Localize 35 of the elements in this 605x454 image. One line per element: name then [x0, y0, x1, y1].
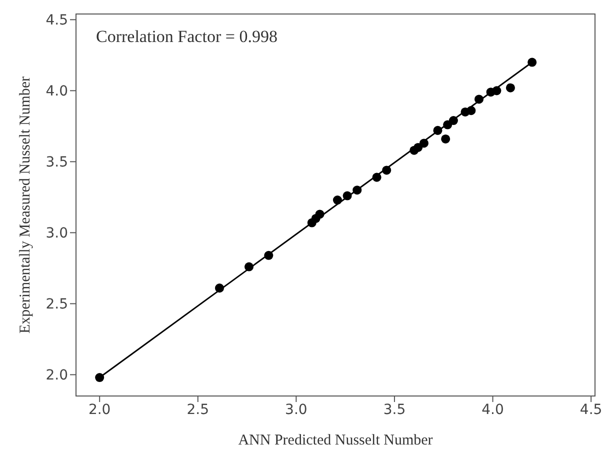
- x-tick-label: 2.0: [88, 402, 111, 418]
- x-axis-title: ANN Predicted Nusselt Number: [238, 432, 433, 449]
- y-tick-label: 2.5: [46, 296, 68, 313]
- point: [372, 172, 382, 182]
- x-tick-label: 4.0: [482, 402, 504, 418]
- point: [352, 186, 362, 195]
- y-tick-label: 4.0: [46, 84, 68, 100]
- point: [382, 166, 392, 175]
- point: [414, 142, 423, 152]
- annotation: Correlation Factor = 0.998: [96, 27, 278, 46]
- y-tick-label: 2.0: [46, 368, 68, 384]
- point: [244, 262, 254, 272]
- y-tick-label: 3.0: [46, 226, 68, 242]
- point: [528, 58, 537, 67]
- x-tick-label: 3.5: [383, 402, 406, 418]
- point: [441, 134, 450, 144]
- point: [264, 250, 274, 260]
- point: [419, 138, 428, 148]
- point: [492, 86, 502, 96]
- point: [433, 126, 442, 135]
- x-tick-label: 4.5: [580, 402, 602, 418]
- y-axis-title: Experimentally Measured Nusselt Number: [17, 76, 34, 334]
- point: [474, 94, 484, 104]
- y-tick-label: 4.5: [46, 12, 68, 29]
- point: [342, 191, 352, 200]
- x-tick-label: 2.5: [186, 402, 210, 418]
- point: [506, 83, 515, 92]
- y-tick-label: 3.5: [46, 154, 68, 171]
- point: [315, 210, 324, 219]
- point: [95, 373, 104, 382]
- x-tick-label: 3.0: [285, 402, 308, 418]
- point: [332, 196, 342, 205]
- point: [448, 116, 458, 126]
- point: [214, 284, 224, 293]
- point: [466, 106, 476, 116]
